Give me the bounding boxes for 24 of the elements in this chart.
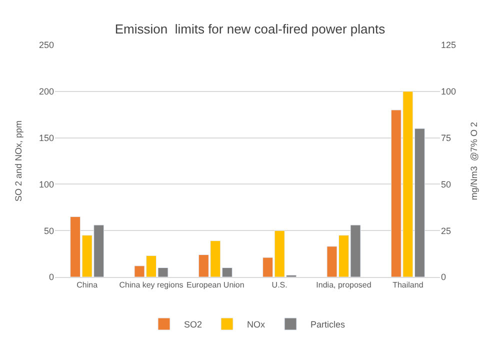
x-tick-label: Thailand [392,280,424,290]
y2-axis-title: mg/Nm3 @7% O 2 [468,122,479,200]
y2-tick-label: 25 [441,226,452,236]
y2-tick-label: 125 [441,40,456,50]
x-tick-label: U.S. [272,280,288,290]
y-tick-label: 50 [44,226,54,236]
y-tick-label: 250 [38,40,54,50]
y2-tick-label: 100 [441,86,456,97]
y2-tick-label: 0 [441,272,446,282]
y2-tick-label: 50 [441,179,452,190]
x-tick-label: European Union [186,280,244,290]
x-tick-label: China key regions [119,280,184,290]
chart-title: Emission limits for new coal-fired power plants [114,22,386,37]
y2-tick-label: 75 [441,132,452,143]
y-tick-label: 100 [38,179,54,190]
y-tick-label: 150 [38,132,54,143]
x-tick-label: India, proposed [316,280,372,290]
x-tick-label: China [76,280,98,290]
legend-label: Particles [310,319,346,330]
y-tick-label: 0 [48,272,54,282]
legend-label: SO2 [184,319,202,330]
y-tick-label: 200 [38,86,54,97]
legend-label: NOx [247,319,266,330]
y-axis-title: SO 2 and NOx, ppm [13,120,24,202]
